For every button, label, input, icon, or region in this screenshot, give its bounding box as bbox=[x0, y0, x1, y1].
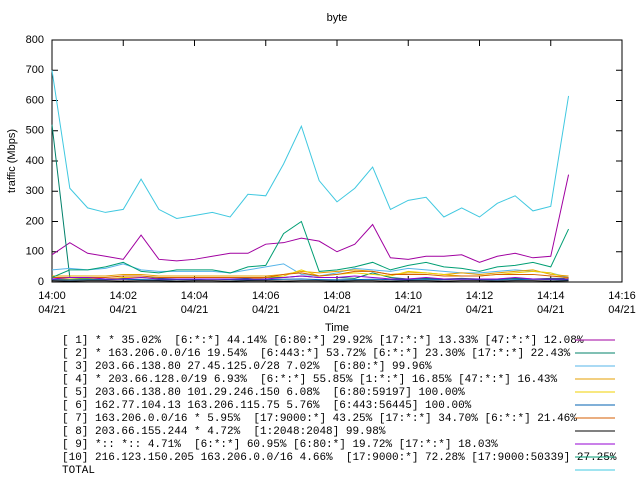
legend-label: TOTAL bbox=[62, 465, 95, 477]
legend-label: [ 2] * 163.206.0.0/16 19.54% [6:443:*] 5… bbox=[62, 348, 571, 360]
series-line bbox=[51, 70, 570, 219]
x-tick-date: 04/21 bbox=[608, 304, 636, 316]
x-tick-date: 04/21 bbox=[466, 304, 494, 316]
x-tick-date: 04/21 bbox=[38, 304, 66, 316]
legend-label: [ 8] 203.66.155.244 * 4.72% [1:2048:2048… bbox=[62, 426, 386, 438]
series-line bbox=[51, 263, 569, 278]
series-line bbox=[51, 220, 570, 278]
series-line bbox=[52, 270, 569, 278]
x-tick-date: 04/21 bbox=[109, 304, 137, 316]
x-tick-label: 14:16 bbox=[608, 290, 636, 302]
legend-label: [ 3] 203.66.138.80 27.45.125.0/28 7.02% … bbox=[62, 361, 432, 373]
series-line bbox=[51, 124, 569, 280]
x-tick-date: 04/21 bbox=[323, 304, 351, 316]
y-tick-label: 700 bbox=[26, 64, 44, 76]
legend-label: [ 7] 163.206.0.0/16 * 5.95% [17:9000:*] … bbox=[62, 413, 577, 425]
x-axis-label: Time bbox=[325, 322, 349, 334]
series-line bbox=[52, 269, 569, 277]
y-tick-label: 0 bbox=[38, 276, 44, 288]
y-tick-label: 200 bbox=[26, 215, 44, 227]
x-tick-label: 14:00 bbox=[38, 290, 66, 302]
x-tick-label: 14:02 bbox=[109, 290, 137, 302]
x-tick-label: 14:10 bbox=[394, 290, 422, 302]
legend-label: [10] 216.123.150.205 163.206.0.0/16 4.66… bbox=[62, 452, 617, 464]
y-tick-label: 600 bbox=[26, 94, 44, 106]
y-tick-label: 100 bbox=[26, 246, 44, 258]
legend-label: [ 6] 162.77.104.13 163.206.115.75 5.76% … bbox=[62, 400, 472, 412]
y-tick-label: 300 bbox=[26, 185, 44, 197]
chart-title: byte bbox=[327, 12, 348, 24]
series-line bbox=[51, 275, 569, 280]
x-tick-date: 04/21 bbox=[537, 304, 565, 316]
x-tick-date: 04/21 bbox=[181, 304, 209, 316]
y-axis-label: traffic (Mbps) bbox=[6, 129, 18, 193]
plot-frame bbox=[51, 39, 623, 283]
x-tick-label: 14:14 bbox=[537, 290, 565, 302]
legend-label: [ 1] * * 35.02% [6:*:*] 44.14% [6:80:*] … bbox=[62, 335, 584, 347]
legend-label: [ 9] *:: *:: 4.71% [6:*:*] 60.95% [6:80:… bbox=[62, 439, 498, 451]
y-tick-label: 400 bbox=[26, 155, 44, 167]
legend-label: [ 5] 203.66.138.80 101.29.246.150 6.08% … bbox=[62, 387, 465, 399]
x-tick-label: 14:06 bbox=[252, 290, 280, 302]
series-line bbox=[51, 174, 570, 263]
x-tick-label: 14:08 bbox=[323, 290, 351, 302]
x-tick-label: 14:12 bbox=[466, 290, 494, 302]
legend-label: [ 4] * 203.66.128.0/19 6.93% [6:*:*] 55.… bbox=[62, 374, 557, 386]
x-tick-label: 14:04 bbox=[181, 290, 209, 302]
y-tick-label: 800 bbox=[26, 34, 44, 46]
x-tick-date: 04/21 bbox=[252, 304, 280, 316]
series-line bbox=[51, 278, 569, 281]
y-tick-label: 500 bbox=[26, 125, 44, 137]
x-tick-date: 04/21 bbox=[394, 304, 422, 316]
